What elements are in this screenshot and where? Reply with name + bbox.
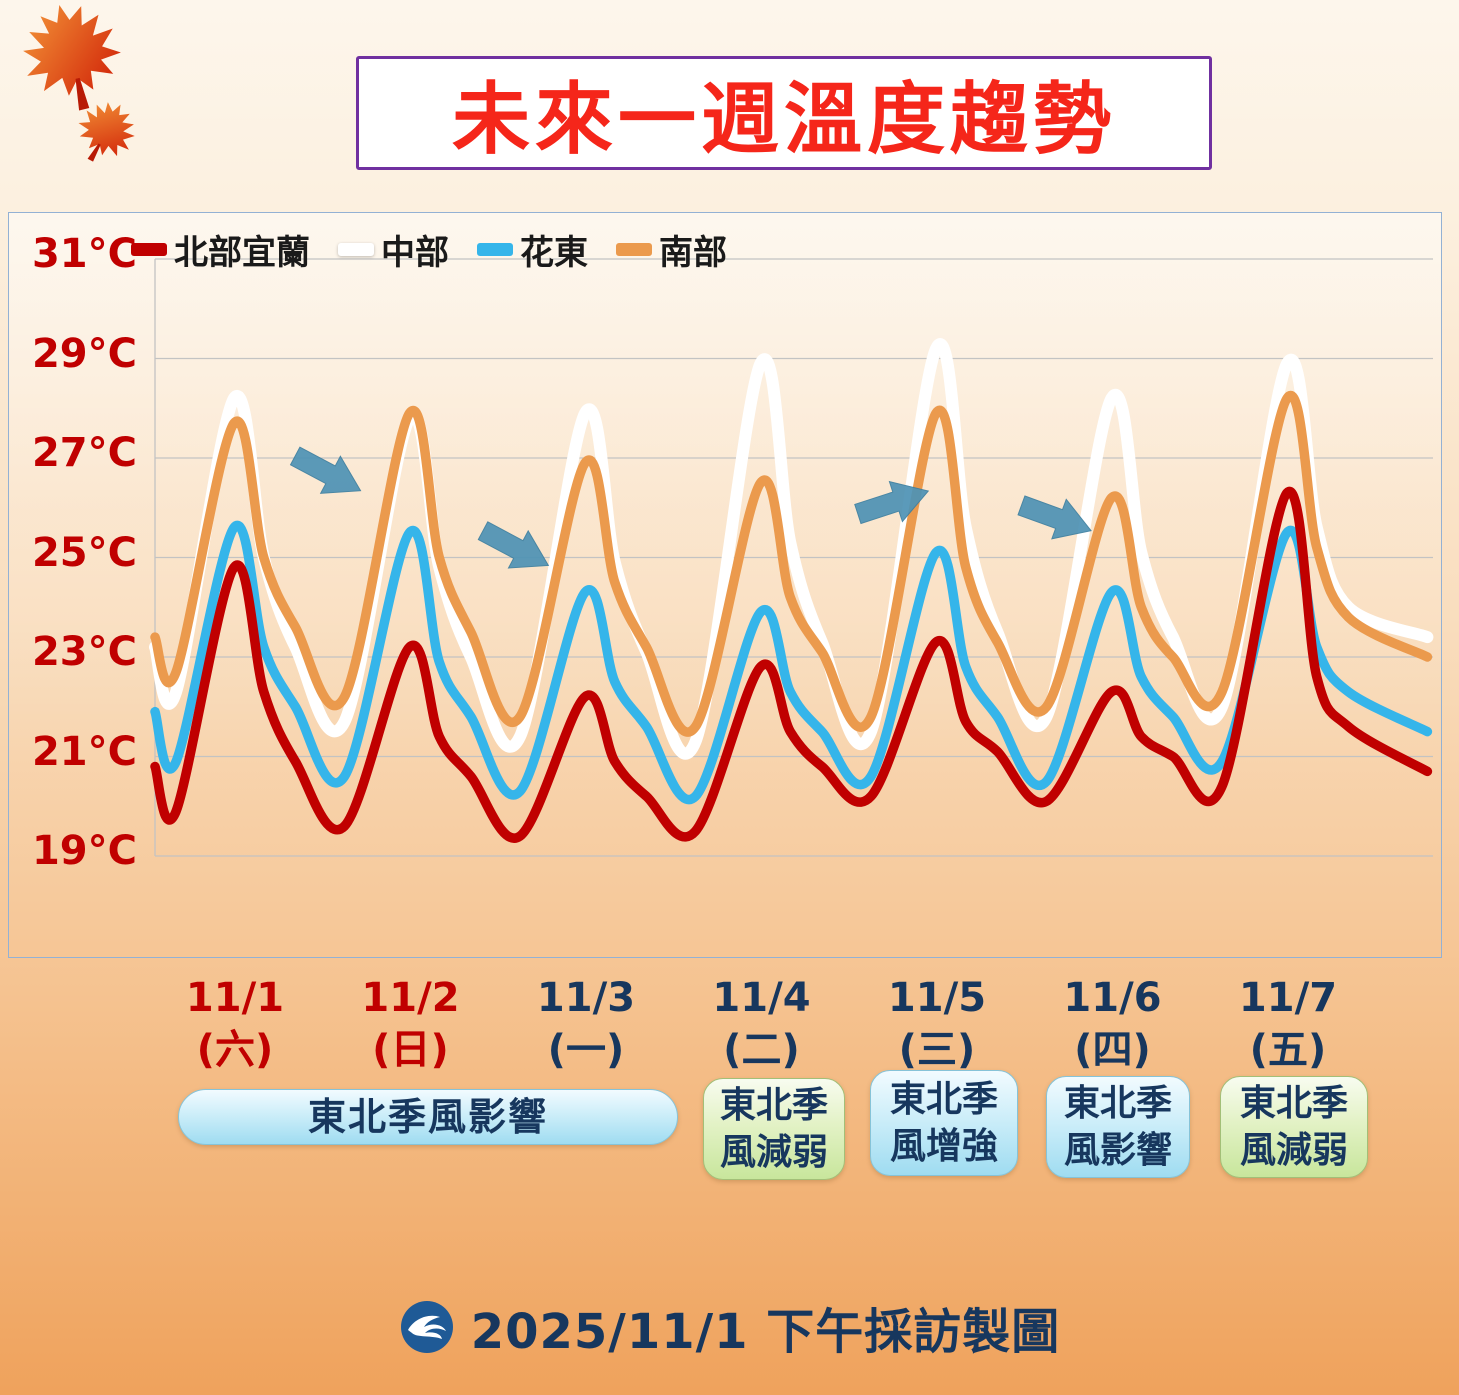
badge-text: 東北季風影響: [307, 1095, 548, 1139]
y-tick-label-25: 25°C: [31, 529, 137, 576]
title-box: 未來一週溫度趨勢: [356, 56, 1212, 170]
series-line-hualien-taitung: [150, 520, 1433, 805]
x-axis-labels: 11/1 (六) 11/2 (日) 11/3 (一) 11/4 (二) 11/5 (三) 11/6(…: [8, 972, 1442, 1092]
page-title: 未來一週溫度趨勢: [451, 75, 1116, 165]
legend-label-central: 中部: [381, 233, 449, 273]
legend-marker-south: [616, 243, 652, 256]
legend-item-south: 南部: [616, 225, 727, 274]
legend-label-north-yilan: 北部宜蘭: [174, 233, 310, 273]
y-tick-label-27: 27°C: [31, 430, 137, 476]
badge-text: 風減弱: [719, 1132, 828, 1173]
y-axis-labels: 31°C 29°C 27°C 25°C 23°C 21°C 19°C: [9, 213, 149, 959]
legend-label-hualien-taitung: 花東: [520, 233, 588, 273]
x-tick-11-6: 11/6 (四): [1063, 975, 1162, 1073]
chart-container: 31°C 29°C 27°C 25°C 23°C 21°C 19°C 北部宜蘭 中部 花東 南部: [8, 212, 1442, 958]
series-line-south: [150, 390, 1433, 737]
weather-badge-1: 東北季風影響: [178, 1089, 678, 1145]
legend-item-north-yilan: 北部宜蘭: [131, 225, 310, 274]
legend: 北部宜蘭 中部 花東 南部: [131, 225, 727, 274]
legend-marker-hualien-taitung: [477, 243, 513, 256]
trend-arrow-2: [477, 521, 550, 569]
x-tick-11-3: 11/3 (一): [536, 975, 636, 1073]
y-tick-label-31: 31°C: [31, 231, 137, 277]
x-tick-11-7: 11/7 (五): [1238, 975, 1338, 1073]
x-tick-11-2: 11/2 (日): [361, 975, 460, 1073]
legend-marker-north-yilan: [131, 243, 167, 256]
legend-item-central: 中部: [338, 225, 449, 274]
y-tick-label-29: 29°C: [31, 330, 137, 377]
y-tick-label-21: 21°C: [31, 728, 137, 775]
x-tick-11-5: 11/5 (三): [887, 975, 987, 1073]
trend-arrow-1: [289, 446, 362, 494]
weather-badge-2: 東北季 風減弱: [703, 1078, 845, 1180]
trend-arrow-3: [854, 480, 930, 525]
x-tick-11-1: 11/1 (六): [185, 975, 285, 1073]
series-line-central: [149, 338, 1434, 760]
legend-item-hualien-taitung: 花東: [477, 225, 588, 274]
chart-svg: [149, 258, 1434, 857]
maple-leaves-decoration: [23, 5, 135, 162]
maple-leaf-small: [78, 102, 135, 162]
badge-text: 風影響: [1063, 1130, 1172, 1171]
y-tick-label-19: 19°C: [31, 828, 137, 874]
cwb-logo-icon: [400, 1301, 453, 1353]
x-tick-11-4: 11/4 (二): [712, 975, 811, 1073]
badge-text: 風增強: [889, 1126, 998, 1167]
footer-caption: 2025/11/1 下午採訪製圖: [470, 1304, 1061, 1360]
legend-label-south: 南部: [659, 233, 727, 273]
footer: 2025/11/1 下午採訪製圖: [0, 1292, 1459, 1362]
trend-arrow-4: [1017, 495, 1092, 540]
series-line-north-yilan: [150, 486, 1433, 843]
legend-marker-central: [338, 243, 374, 256]
badge-text: 風減弱: [1239, 1130, 1348, 1171]
maple-leaf-large: [23, 5, 121, 111]
y-tick-label-23: 23°C: [31, 629, 137, 675]
